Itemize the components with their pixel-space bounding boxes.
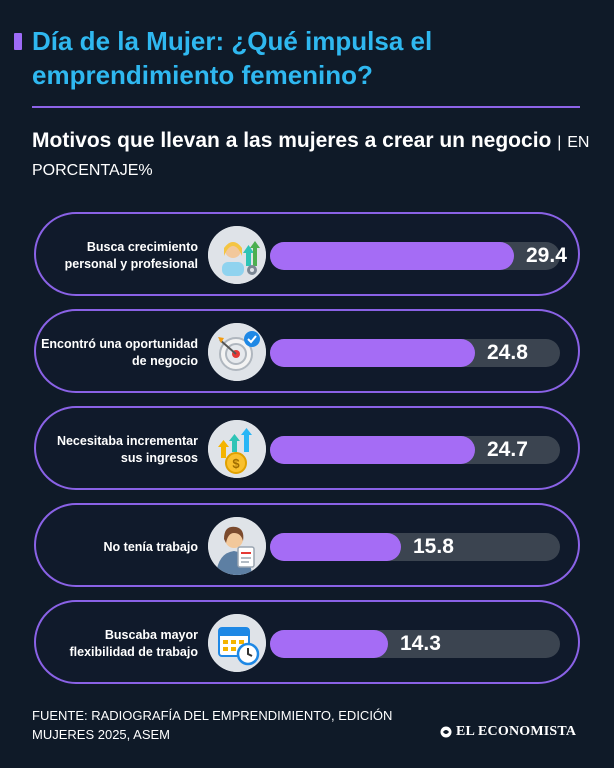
bar-row: Necesitaba incrementar sus ingresos $24.7 <box>34 406 580 490</box>
bar <box>270 339 475 367</box>
data-label: 29.4 <box>526 244 567 267</box>
bar-track <box>270 533 560 561</box>
title-accent-mark <box>14 33 22 50</box>
money-growth-icon: $ <box>208 420 266 478</box>
brand-logo: EL ECONOMISTA <box>440 724 590 740</box>
bar-track <box>270 339 560 367</box>
bar <box>270 242 514 270</box>
bar-track <box>270 436 560 464</box>
data-label: 15.8 <box>413 535 454 558</box>
unit-label: EN PORCENTAJE% <box>32 134 590 179</box>
bar <box>270 630 388 658</box>
page-title: Día de la Mujer: ¿Qué impulsa el emprend… <box>32 26 433 90</box>
bar <box>270 533 401 561</box>
bar-track <box>270 242 560 270</box>
bar-row: Buscaba mayor flexibilidad de trabajo 14.… <box>34 600 580 684</box>
category-label: Busca crecimiento personal y profesional <box>64 240 198 271</box>
chart-subtitle-text: Motivos que llevan a las mujeres a crear… <box>32 129 552 152</box>
title-divider <box>32 106 580 108</box>
category-label: Buscaba mayor flexibilidad de trabajo <box>69 628 199 659</box>
target-check-icon <box>208 323 266 381</box>
brand-name: EL ECONOMISTA <box>456 724 577 739</box>
bar-track <box>270 630 560 658</box>
bar-row: No tenía trabajo 15.8 <box>34 503 580 587</box>
category-label: Necesitaba incrementar sus ingresos <box>56 434 198 465</box>
category-label: Encontró una oportunidad de negocio <box>41 337 198 368</box>
chart-subtitle: Motivos que llevan a las mujeres a crear… <box>32 128 592 184</box>
calendar-clock-icon <box>208 614 266 672</box>
brand-mark-icon <box>440 726 452 738</box>
data-label: 14.3 <box>400 632 441 655</box>
bar-row: Encontró una oportunidad de negocio 24.8 <box>34 309 580 393</box>
unit-separator: | <box>557 134 562 151</box>
data-label: 24.8 <box>487 341 528 364</box>
source-note: FUENTE: RADIOGRAFÍA DEL EMPRENDIMIENTO, … <box>32 708 393 742</box>
bar-row: Busca crecimiento personal y profesional… <box>34 212 580 296</box>
job-seeker-icon <box>208 517 266 575</box>
category-label: No tenía trabajo <box>103 539 198 554</box>
growth-person-icon <box>208 226 266 284</box>
bar <box>270 436 475 464</box>
data-label: 24.7 <box>487 438 528 461</box>
svg-text:$: $ <box>232 456 240 471</box>
